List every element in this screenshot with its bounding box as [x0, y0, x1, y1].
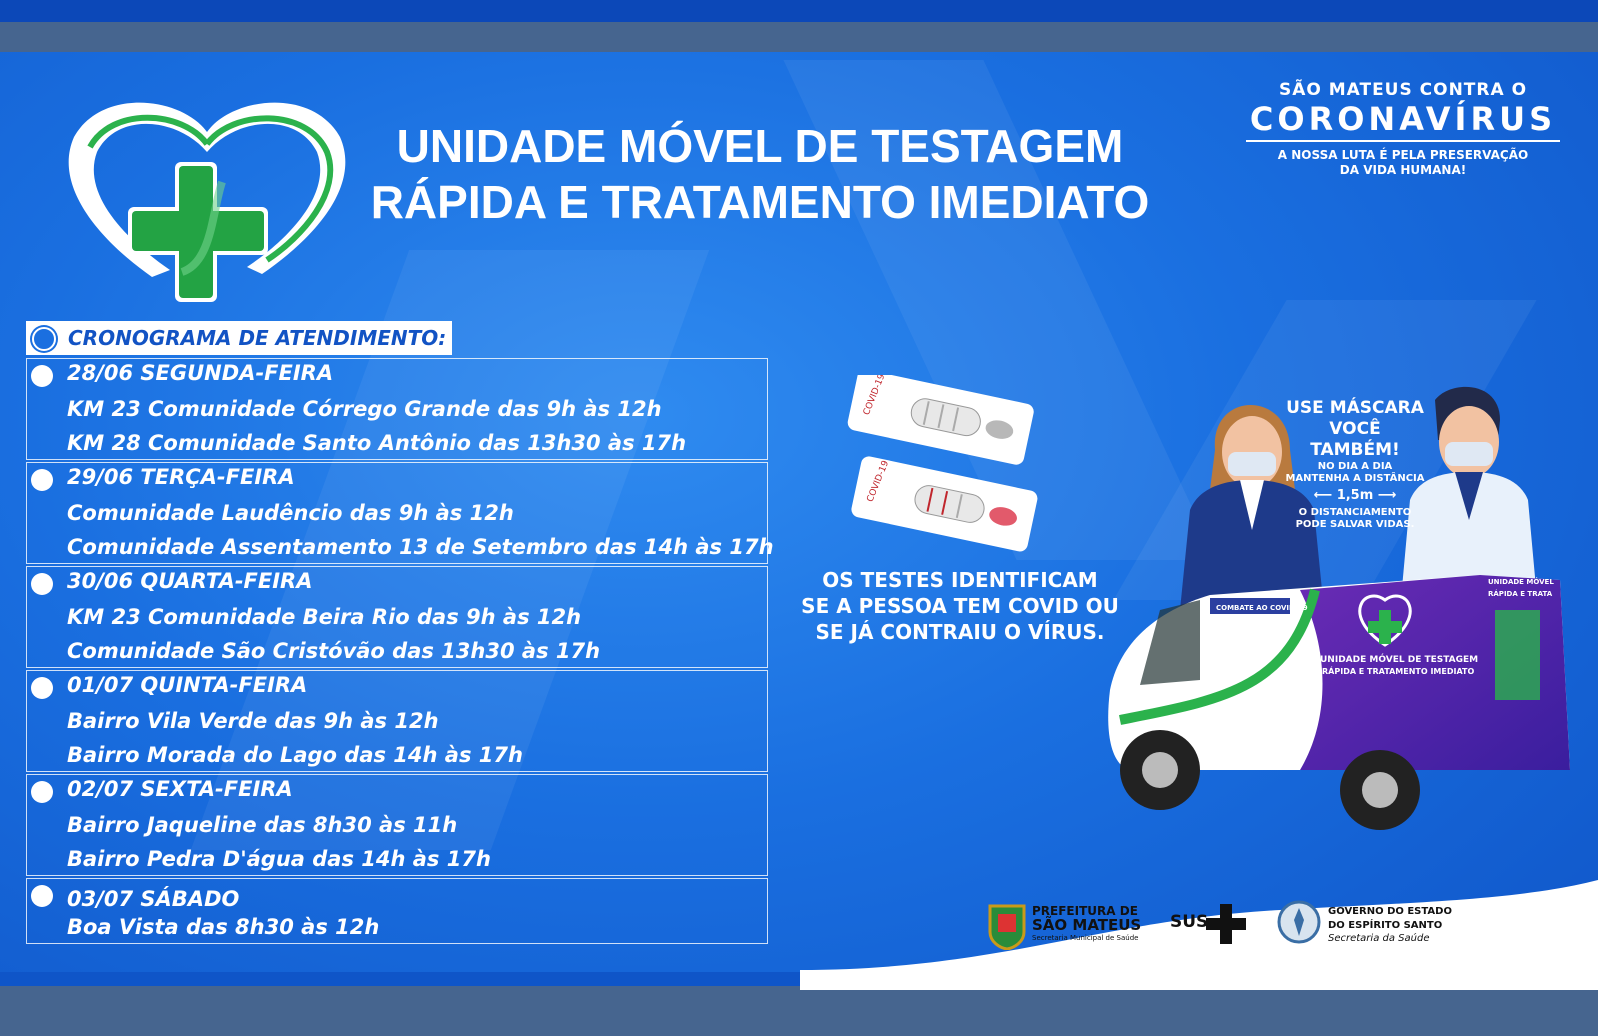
campaign-line-3a: A NOSSA LUTA É PELA PRESERVAÇÃO	[1277, 148, 1529, 162]
day-title: 03/07 SÁBADO	[67, 887, 240, 911]
logo-gov-1: GOVERNO DO ESTADO	[1328, 906, 1452, 917]
title-line-1: UNIDADE MÓVEL DE TESTAGEM	[396, 120, 1124, 172]
day-title: 01/07 QUINTA-FEIRA	[67, 673, 308, 697]
logo-sus: SUS	[1170, 912, 1209, 932]
sus-cross-icon	[1206, 904, 1246, 944]
mask-small-1: NO DIA A DIA	[1317, 461, 1393, 472]
day-line: KM 23 Comunidade Beira Rio das 9h às 12h	[67, 605, 582, 629]
logo-gov-2: DO ESPÍRITO SANTO	[1328, 920, 1443, 931]
distance-value: 1,5m	[1336, 488, 1374, 503]
day-line: Comunidade São Cristóvão das 13h30 às 17…	[67, 639, 601, 663]
page-title: UNIDADE MÓVEL DE TESTAGEM RÁPIDA E TRATA…	[360, 118, 1160, 230]
campaign-badge: SÃO MATEUS CONTRA O CORONAVÍRUS A NOSSA …	[1238, 80, 1568, 178]
campaign-rule	[1246, 140, 1560, 142]
mask-line-1: USE MÁSCARA	[1286, 398, 1424, 418]
schedule-day: 28/06 SEGUNDA-FEIRA KM 23 Comunidade Cór…	[26, 358, 768, 460]
bottom-stripe	[0, 986, 1598, 1036]
day-line: Bairro Morada do Lago das 14h às 17h	[67, 743, 523, 767]
day-line: Comunidade Assentamento 13 de Setembro d…	[67, 535, 774, 559]
bullet-icon	[32, 327, 56, 351]
test-kits: COVID-19 COVID-19	[847, 375, 1038, 552]
schedule-heading-text: CRONOGRAMA DE ATENDIMENTO:	[68, 326, 447, 350]
mask-message: USE MÁSCARA VOCÊ TAMBÉM! NO DIA A DIA MA…	[1285, 398, 1425, 531]
tests-line-1: OS TESTES IDENTIFICAM	[822, 568, 1098, 592]
logo-gov-3: Secretaria da Saúde	[1328, 933, 1430, 944]
day-line: KM 28 Comunidade Santo Antônio das 13h30…	[67, 431, 687, 455]
day-line: KM 23 Comunidade Córrego Grande das 9h à…	[67, 397, 662, 421]
distance-indicator: ⟵ 1,5m ⟶	[1285, 485, 1425, 507]
day-line: Bairro Vila Verde das 9h às 12h	[67, 709, 439, 733]
tests-info: OS TESTES IDENTIFICAM SE A PESSOA TEM CO…	[790, 567, 1130, 645]
bullet-icon	[31, 885, 53, 907]
sponsor-logos: PREFEITURA DE SÃO MATEUS Secretaria Muni…	[988, 894, 1500, 964]
schedule-day: 29/06 TERÇA-FEIRA Comunidade Laudêncio d…	[26, 462, 774, 564]
day-line: Bairro Jaqueline das 8h30 às 11h	[67, 813, 458, 837]
arrow-left-icon: ⟵	[1313, 488, 1337, 503]
top-stripe	[0, 22, 1598, 52]
mask-small-4: PODE SALVAR VIDAS.	[1295, 519, 1415, 530]
day-title: 28/06 SEGUNDA-FEIRA	[67, 361, 334, 385]
ambulance-van: COMBATE AO COVID-19 UNIDADE MÓVEL DE TES…	[1108, 575, 1570, 830]
day-line: Boa Vista das 8h30 às 12h	[67, 915, 380, 939]
day-title: 02/07 SEXTA-FEIRA	[67, 777, 293, 801]
schedule-heading: CRONOGRAMA DE ATENDIMENTO:	[26, 321, 452, 355]
day-line: Bairro Pedra D'água das 14h às 17h	[67, 847, 491, 871]
mask-small-3: O DISTANCIAMENTO	[1298, 507, 1412, 518]
mask-small-2: MANTENHA A DISTÂNCIA	[1285, 473, 1425, 484]
top-band	[0, 0, 1598, 22]
logo-pref-3: Secretaria Municipal de Saúde	[1032, 934, 1139, 942]
mask-line-2: VOCÊ TAMBÉM!	[1310, 419, 1400, 460]
day-title: 29/06 TERÇA-FEIRA	[67, 465, 295, 489]
schedule-day: 30/06 QUARTA-FEIRA KM 23 Comunidade Beir…	[26, 566, 768, 668]
van-banner: COMBATE AO COVID-19	[1216, 604, 1308, 612]
schedule-day: 02/07 SEXTA-FEIRA Bairro Jaqueline das 8…	[26, 774, 768, 876]
tests-line-2: SE A PESSOA TEM COVID OU	[801, 594, 1119, 618]
van-title-2: RÁPIDA E TRATAMENTO IMEDIATO	[1322, 665, 1474, 676]
van-title-1: UNIDADE MÓVEL DE TESTAGEM	[1320, 653, 1478, 665]
logo-pref-1: PREFEITURA DE	[1032, 904, 1138, 918]
bullet-icon	[31, 573, 53, 595]
heart-cross-logo	[68, 102, 346, 302]
van-side-2: RÁPIDA E TRATA	[1488, 589, 1553, 598]
bullet-icon	[31, 781, 53, 803]
title-line-2: RÁPIDA E TRATAMENTO IMEDIATO	[370, 176, 1150, 228]
campaign-line-1: SÃO MATEUS CONTRA O	[1278, 80, 1528, 100]
campaign-line-3b: DA VIDA HUMANA!	[1339, 163, 1467, 177]
bullet-icon	[31, 677, 53, 699]
health-workers-illustration	[1180, 386, 1538, 610]
day-title: 30/06 QUARTA-FEIRA	[67, 569, 313, 593]
bullet-icon	[31, 365, 53, 387]
logo-panel	[800, 880, 1598, 990]
schedule-day: 03/07 SÁBADO Boa Vista das 8h30 às 12h	[26, 878, 768, 944]
tests-line-3: SE JÁ CONTRAIU O VÍRUS.	[815, 620, 1105, 644]
es-state-crest-icon	[1277, 900, 1321, 944]
van-side-1: UNIDADE MÓVEL	[1488, 577, 1554, 586]
day-line: Comunidade Laudêncio das 9h às 12h	[67, 501, 514, 525]
schedule-day: 01/07 QUINTA-FEIRA Bairro Vila Verde das…	[26, 670, 768, 772]
bullet-icon	[31, 469, 53, 491]
arrow-right-icon: ⟶	[1373, 488, 1397, 503]
logo-pref-2: SÃO MATEUS	[1032, 916, 1142, 934]
campaign-line-2: CORONAVÍRUS	[1249, 100, 1557, 138]
sao-mateus-crest-icon	[988, 904, 1026, 950]
